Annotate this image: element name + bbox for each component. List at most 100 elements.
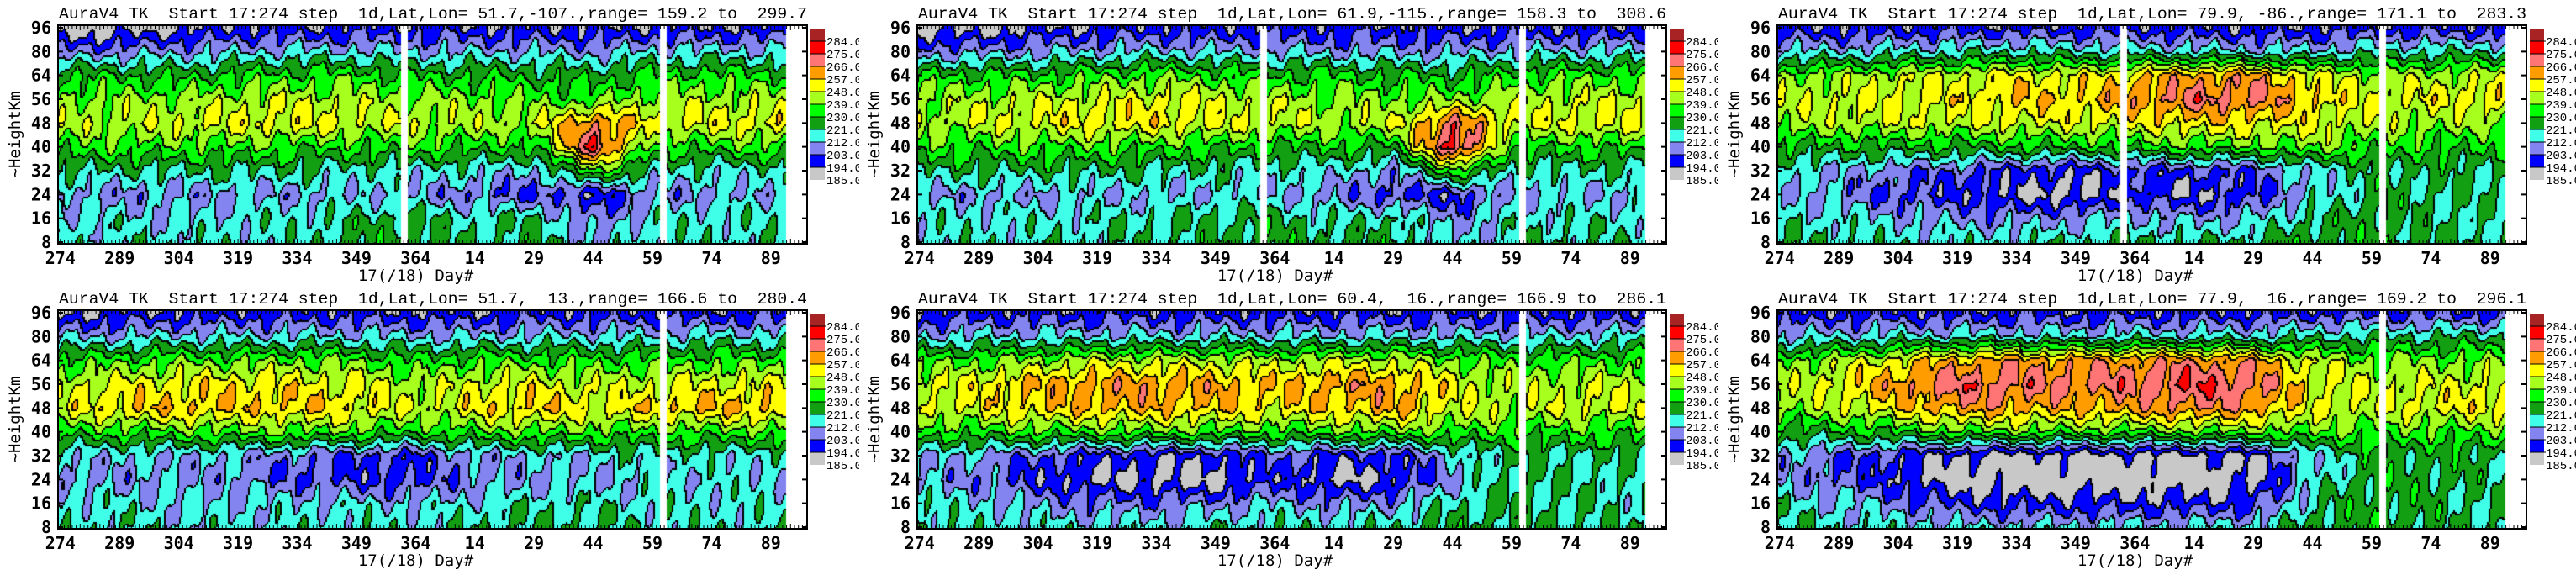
colorbar-swatch	[2530, 351, 2544, 364]
colorbar-label: 248.0	[2546, 372, 2576, 385]
colorbar-label: 230.0	[826, 397, 859, 410]
colorbar-label: 248.0	[826, 372, 859, 385]
x-tick-label: 304	[1023, 248, 1053, 268]
colorbar-label: 284.0	[1686, 321, 1718, 335]
colorbar-swatch	[2530, 389, 2544, 402]
temperature-contour-field	[58, 25, 807, 244]
contour-panel-3: AuraV4 TK Start 17:274 step 1d,Lat,Lon= …	[1719, 0, 2576, 285]
x-tick-label: 44	[1443, 248, 1463, 268]
x-tick-label: 14	[465, 248, 485, 268]
y-tick-label: 64	[1750, 351, 1771, 371]
y-axis-label: ~HeightKm	[865, 92, 884, 178]
colorbar-swatch	[810, 79, 825, 92]
x-tick-label: 59	[642, 533, 662, 553]
y-tick-label: 8	[41, 232, 51, 252]
colorbar-swatch	[810, 66, 825, 79]
y-tick-label: 16	[1750, 208, 1771, 229]
y-tick-label: 48	[1750, 398, 1771, 418]
colorbar-swatch	[810, 117, 825, 129]
colorbar-label: 275.0	[2546, 334, 2576, 347]
y-tick-label: 56	[890, 374, 911, 394]
y-tick-label: 16	[31, 493, 51, 514]
x-tick-label: 89	[761, 248, 781, 268]
day-tick-marks	[1779, 310, 2526, 529]
colorbar-label: 212.0	[826, 137, 859, 150]
y-tick-label: 8	[900, 517, 911, 537]
x-tick-label: 44	[583, 248, 604, 268]
plot-frame	[916, 24, 1667, 245]
day-tick-marks	[60, 25, 807, 244]
colorbar-swatch	[810, 104, 825, 117]
colorbar-swatch	[810, 339, 825, 351]
y-tick-label: 56	[31, 374, 51, 394]
colorbar-label: 212.0	[2546, 422, 2576, 435]
colorbar-label: 185.0	[2546, 460, 2576, 473]
day-tick-marks	[919, 310, 1666, 529]
colorbar-swatch	[2530, 129, 2544, 142]
x-tick-label: 29	[1383, 248, 1403, 268]
colorbar-swatch	[810, 142, 825, 155]
x-tick-label: 74	[2420, 533, 2441, 553]
x-tick-label: 364	[1259, 533, 1290, 553]
colorbar-swatch	[2530, 104, 2544, 117]
y-tick-label: 96	[31, 18, 51, 38]
colorbar-label: 239.0	[1686, 384, 1718, 398]
y-tick-label: 40	[1750, 137, 1771, 157]
x-tick-label: 364	[2119, 533, 2150, 553]
x-tick-label: 319	[1082, 248, 1112, 268]
colorbar-swatch	[1670, 351, 1684, 364]
colorbar-swatch	[2530, 54, 2544, 66]
y-tick-label: 32	[1750, 161, 1771, 181]
colorbar-label: 221.0	[1686, 409, 1718, 423]
x-tick-label: 349	[341, 248, 372, 268]
contour-panel-5: AuraV4 TK Start 17:274 step 1d,Lat,Lon= …	[859, 285, 1718, 570]
colorbar-label: 203.0	[826, 150, 859, 163]
colorbar-label: 203.0	[1686, 435, 1718, 448]
x-tick-label: 334	[1141, 533, 1171, 553]
y-tick-label: 80	[31, 326, 51, 346]
x-tick-label: 14	[1324, 533, 1344, 553]
day-tick-marks	[60, 310, 807, 529]
colorbar-swatch	[2530, 29, 2544, 41]
colorbar-swatch	[810, 314, 825, 326]
x-tick-label: 274	[45, 533, 76, 553]
x-tick-label: 334	[282, 533, 312, 553]
colorbar-swatch	[810, 389, 825, 402]
contour-panel-4: AuraV4 TK Start 17:274 step 1d,Lat,Lon= …	[0, 285, 859, 570]
colorbar-swatch	[1670, 377, 1684, 389]
y-tick-label: 40	[31, 422, 51, 442]
colorbar-swatch	[810, 351, 825, 364]
x-tick-label: 74	[701, 248, 721, 268]
colorbar-label: 185.0	[1686, 175, 1718, 188]
x-tick-label: 14	[2184, 248, 2204, 268]
colorbar-swatch	[810, 54, 825, 66]
colorbar-label: 194.0	[1686, 162, 1718, 176]
y-tick-label: 24	[890, 184, 911, 204]
x-tick-label: 319	[1942, 533, 1972, 553]
colorbar-swatch	[810, 364, 825, 377]
colorbar-swatch	[1670, 41, 1684, 54]
colorbar-swatch	[1670, 92, 1684, 104]
x-tick-label: 274	[905, 248, 935, 268]
x-tick-label: 334	[1141, 248, 1171, 268]
y-tick-label: 56	[31, 89, 51, 109]
y-tick-label: 64	[890, 351, 911, 371]
y-tick-label: 32	[890, 161, 911, 181]
y-tick-label: 32	[890, 446, 911, 466]
colorbar-label: 257.0	[826, 74, 859, 87]
colorbar-label: 194.0	[826, 162, 859, 176]
day-tick-marks	[1779, 25, 2526, 244]
colorbar-label: 266.0	[2546, 346, 2576, 360]
y-tick-label: 8	[1760, 232, 1771, 252]
x-tick-label: 364	[400, 248, 430, 268]
x-tick-label: 274	[45, 248, 76, 268]
colorbar-swatch	[810, 29, 825, 41]
colorbar-label: 239.0	[2546, 99, 2576, 113]
colorbar-swatch	[2530, 377, 2544, 389]
y-tick-label: 8	[1760, 517, 1771, 537]
x-tick-label: 74	[1560, 248, 1581, 268]
x-tick-label: 59	[1502, 248, 1522, 268]
x-tick-label: 334	[2001, 248, 2031, 268]
x-tick-label: 289	[104, 533, 135, 553]
x-tick-label: 44	[2303, 533, 2323, 553]
